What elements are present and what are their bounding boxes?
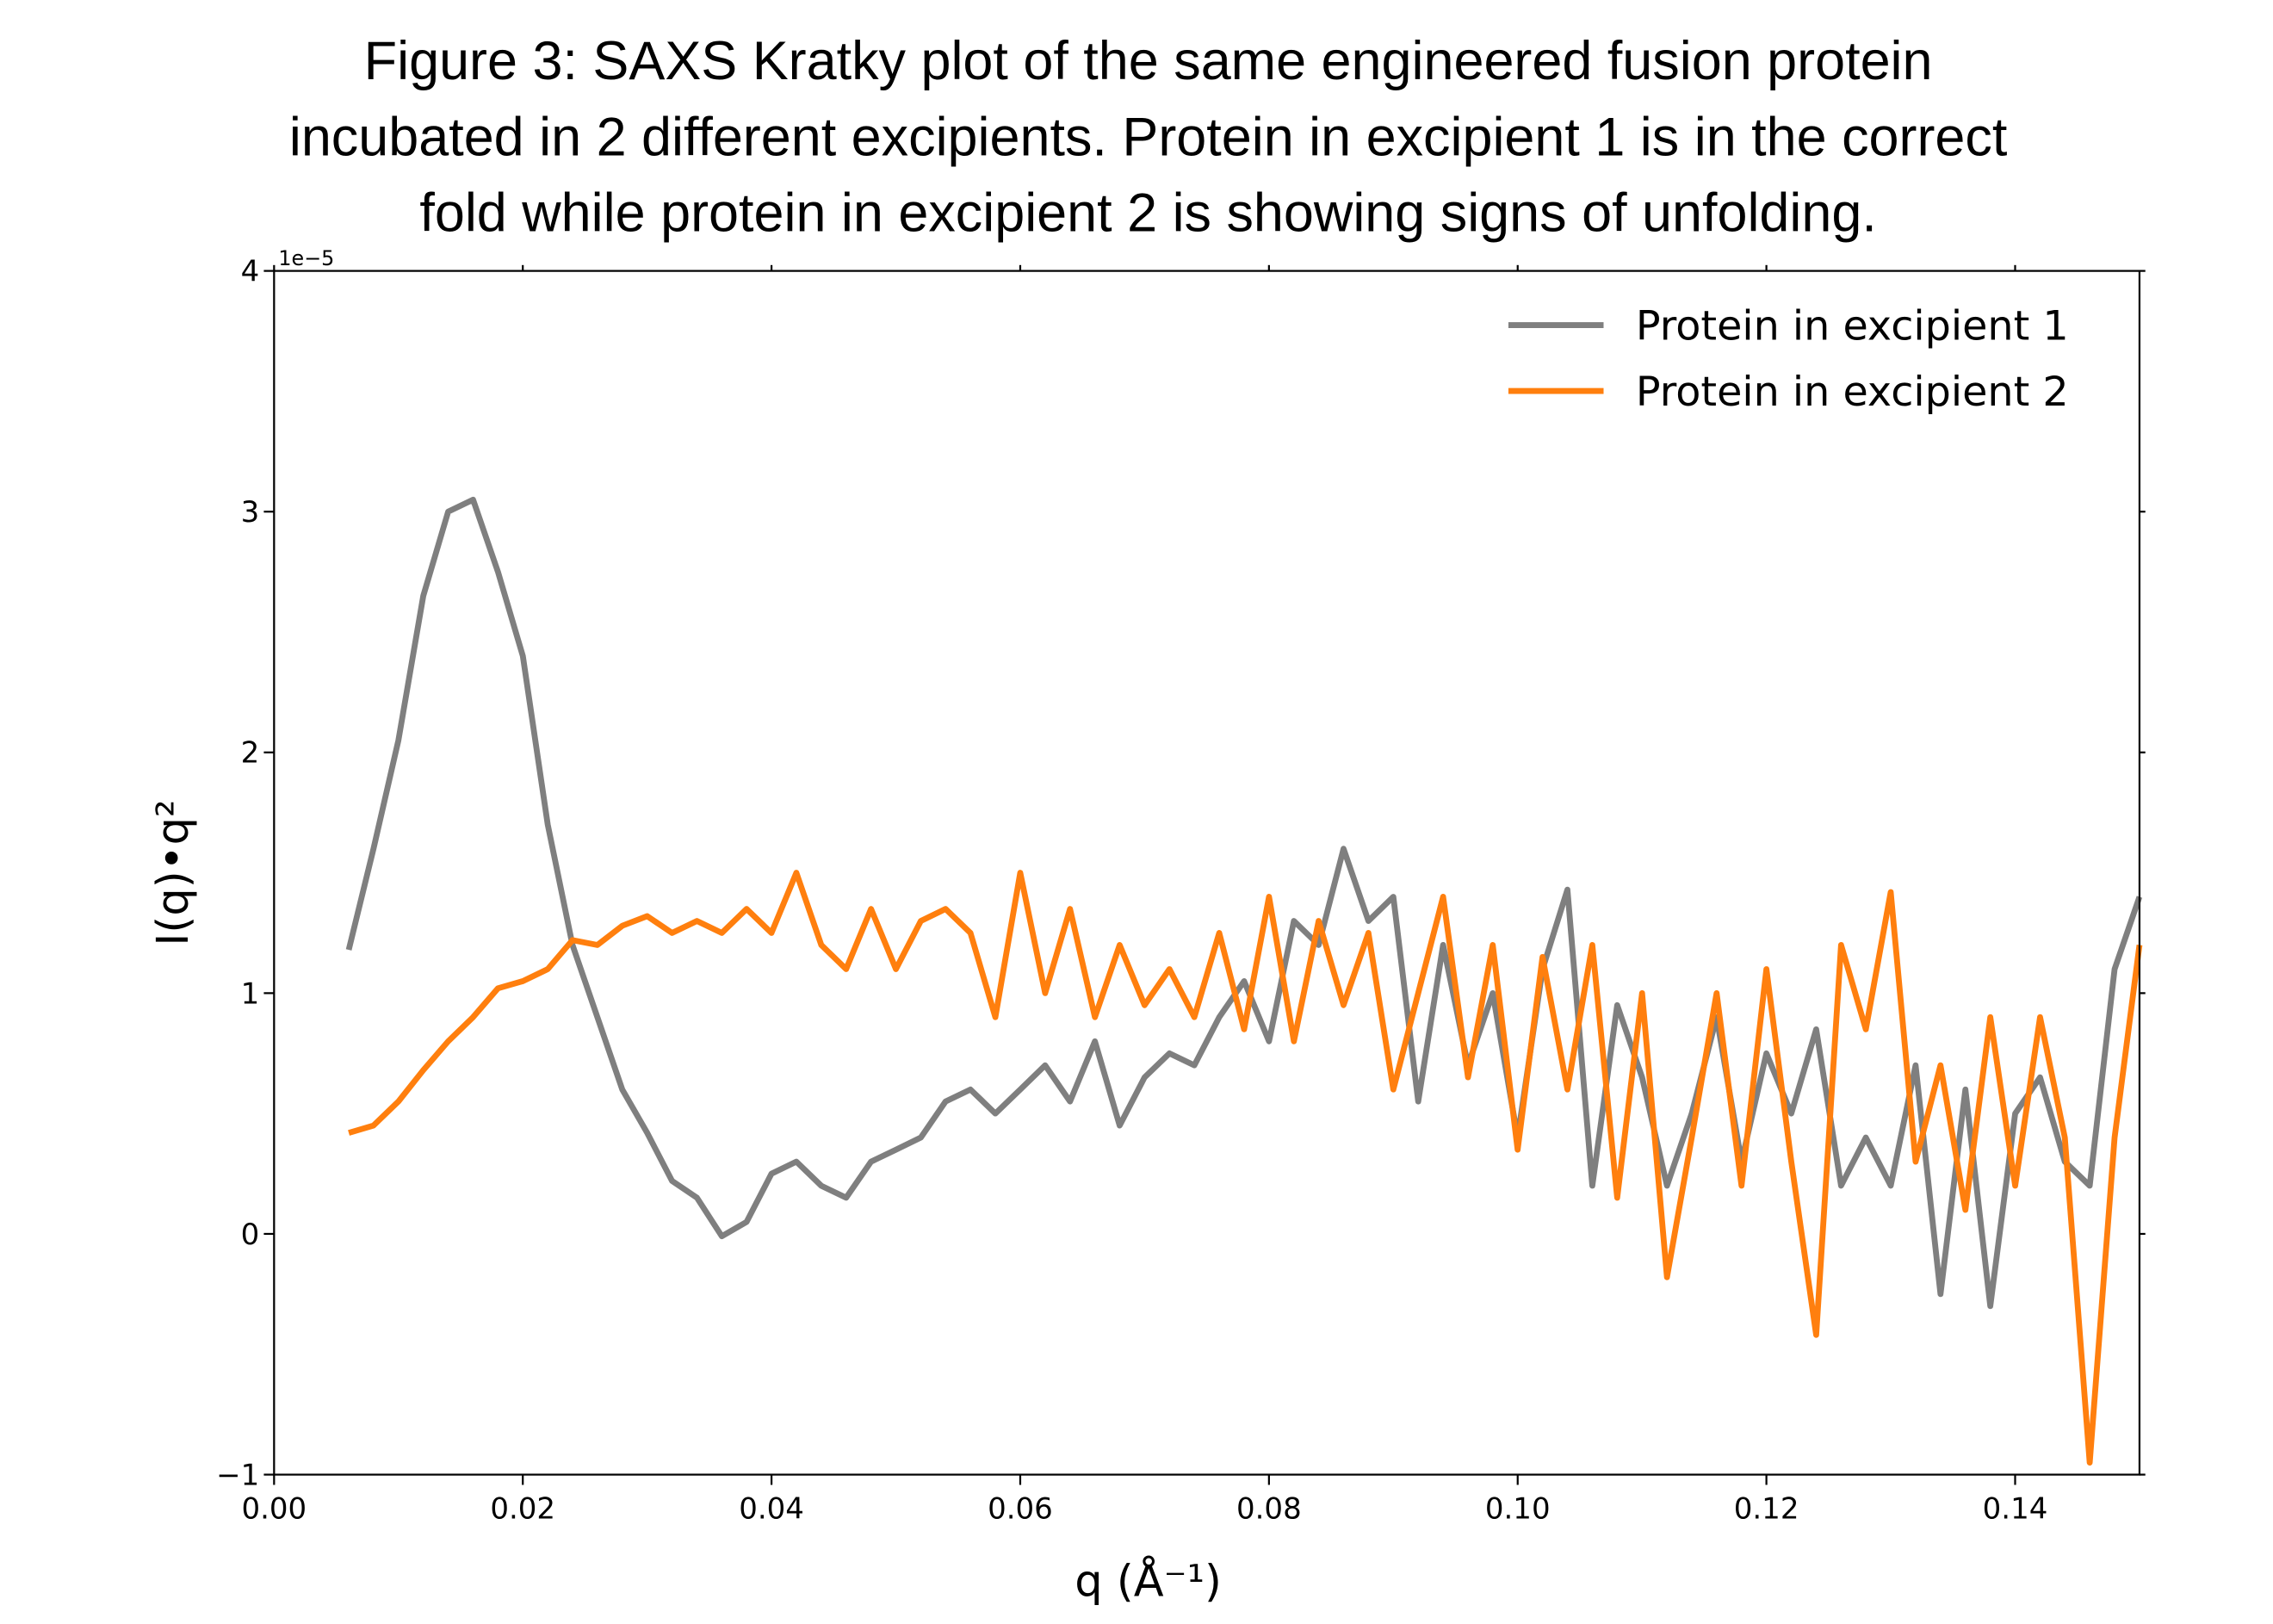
legend-label: Protein in excipient 1	[1636, 303, 2069, 350]
offset-text: 1e−5	[278, 246, 334, 270]
x-tick-label: 0.06	[988, 1492, 1053, 1527]
chart-title: Figure 3: SAXS Kratky plot of the same e…	[364, 31, 1933, 91]
y-tick-label: −1	[216, 1458, 259, 1492]
series-line	[345, 496, 2143, 1310]
y-axis-label: I(q)•q²	[148, 800, 199, 946]
plot-frame	[273, 270, 2141, 1476]
x-tick-label: 0.10	[1485, 1492, 1551, 1527]
x-tick-label: 0.04	[739, 1492, 804, 1527]
chart-title: fold while protein in excipient 2 is sho…	[419, 183, 1876, 244]
x-tick-label: 0.02	[490, 1492, 555, 1527]
x-tick-label: 0.14	[1983, 1492, 2048, 1527]
y-tick-label: 3	[241, 495, 260, 530]
series-line	[348, 870, 2143, 1466]
y-tick-label: 2	[241, 736, 260, 771]
x-tick-label: 0.00	[241, 1492, 307, 1527]
y-tick-label: 0	[241, 1218, 260, 1252]
y-tick-label: 4	[241, 255, 260, 289]
legend-label: Protein in excipient 2	[1636, 369, 2069, 416]
x-axis-label: q (Å⁻¹)	[1075, 1554, 1222, 1608]
chart-title: incubated in 2 different excipients. Pro…	[289, 107, 2008, 167]
x-tick-label: 0.12	[1734, 1492, 1799, 1527]
y-tick-label: 1	[241, 976, 260, 1011]
x-tick-label: 0.08	[1236, 1492, 1302, 1527]
